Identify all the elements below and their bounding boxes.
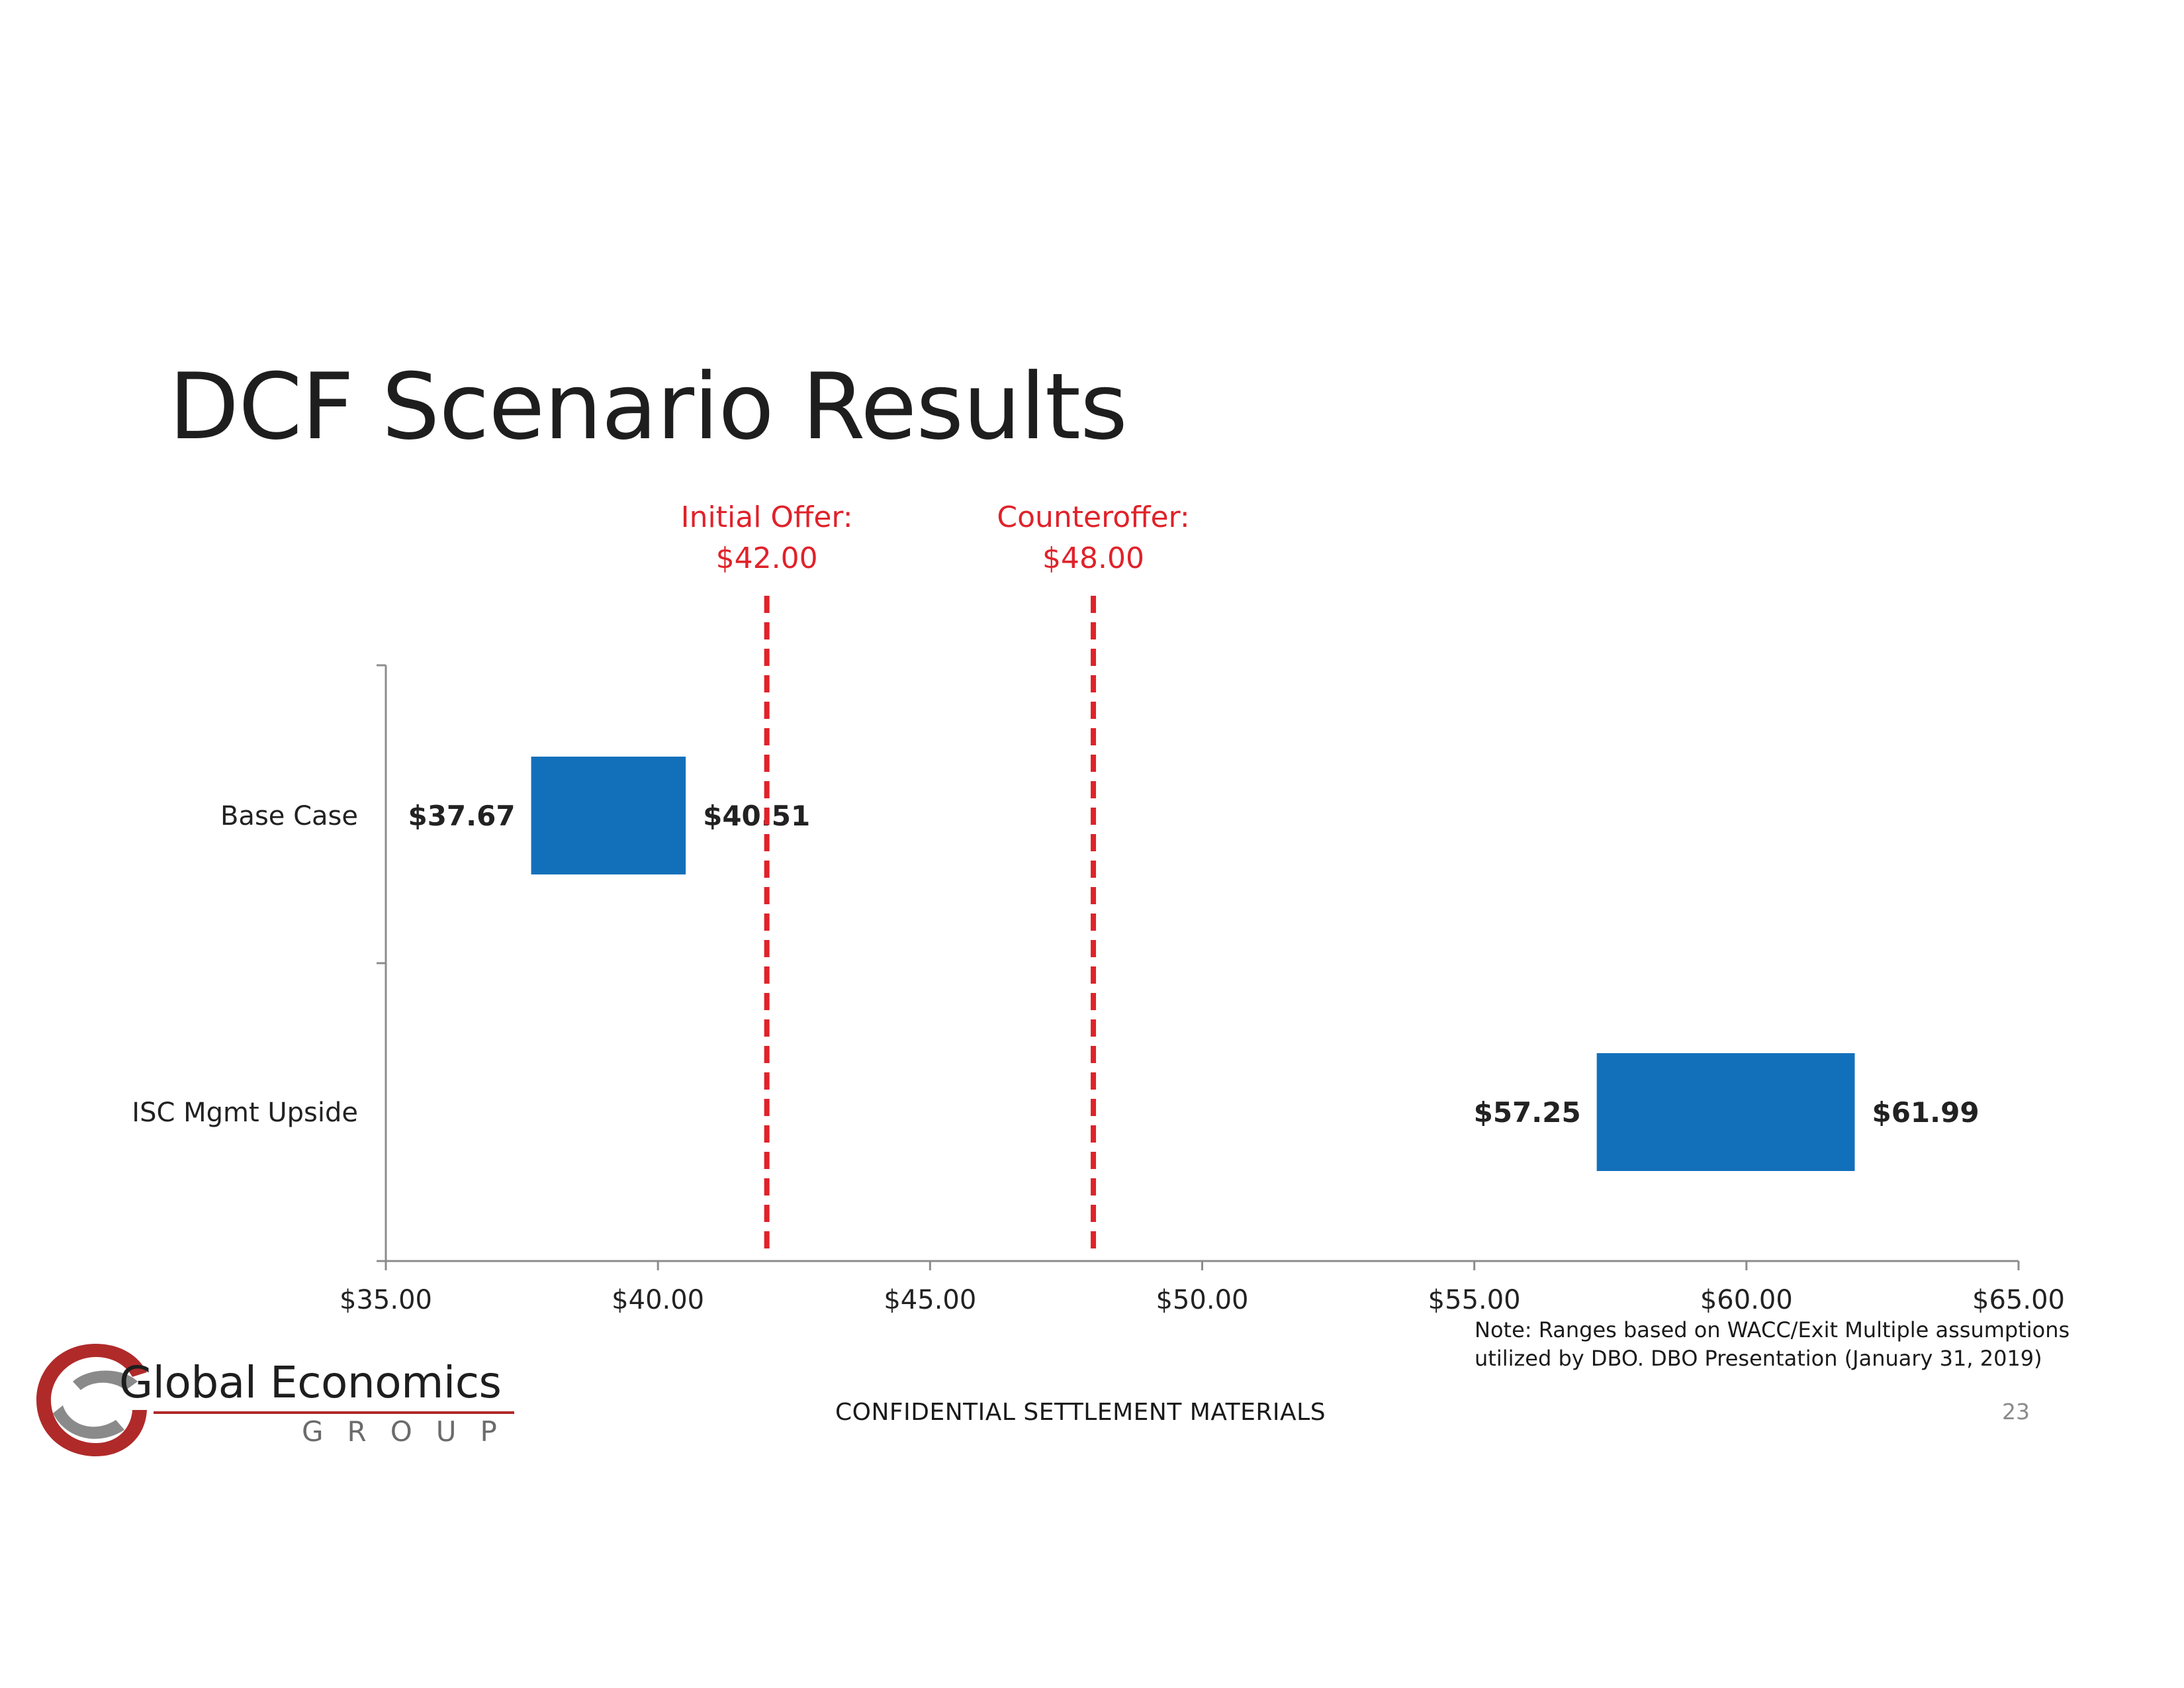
range-bar-1 xyxy=(1596,1053,1855,1171)
x-tick-label-2: $45.00 xyxy=(884,1285,976,1315)
reference-label-0-line-2: $42.00 xyxy=(716,541,818,575)
reference-label-1-line-1: Counteroffer: xyxy=(997,500,1189,534)
reference-label-1-line-2: $48.00 xyxy=(1042,541,1144,575)
logo-name: Global Economics xyxy=(119,1357,502,1408)
x-tick-label-5: $60.00 xyxy=(1700,1285,1793,1315)
x-tick-label-4: $55.00 xyxy=(1428,1285,1521,1315)
category-label-1: ISC Mgmt Upside xyxy=(132,1098,358,1128)
x-tick-label-1: $40.00 xyxy=(612,1285,704,1315)
footnote: Note: Ranges based on WACC/Exit Multiple… xyxy=(1475,1316,2070,1373)
x-tick-label-6: $65.00 xyxy=(1972,1285,2065,1315)
confidential-footer: CONFIDENTIAL SETTLEMENT MATERIALS xyxy=(835,1399,1326,1426)
footnote-line-1: Note: Ranges based on WACC/Exit Multiple… xyxy=(1475,1317,2070,1342)
x-tick-label-3: $50.00 xyxy=(1156,1285,1249,1315)
page-title: DCF Scenario Results xyxy=(169,353,1128,460)
logo-rule xyxy=(154,1411,514,1414)
range-high-label-1: $61.99 xyxy=(1872,1096,1979,1129)
footnote-line-2: utilized by DBO. DBO Presentation (Janua… xyxy=(1475,1346,2042,1371)
range-low-label-1: $57.25 xyxy=(1474,1096,1581,1129)
x-tick-label-0: $35.00 xyxy=(340,1285,432,1315)
range-bar-0 xyxy=(531,757,686,874)
page-number: 23 xyxy=(2002,1399,2030,1425)
logo-tagline: GROUP xyxy=(302,1415,521,1448)
range-high-label-0: $40.51 xyxy=(703,800,810,832)
reference-label-0-line-1: Initial Offer: xyxy=(681,500,853,534)
range-low-label-0: $37.67 xyxy=(408,800,515,832)
category-label-0: Base Case xyxy=(220,801,358,831)
global-economics-logo-icon xyxy=(36,1344,147,1456)
